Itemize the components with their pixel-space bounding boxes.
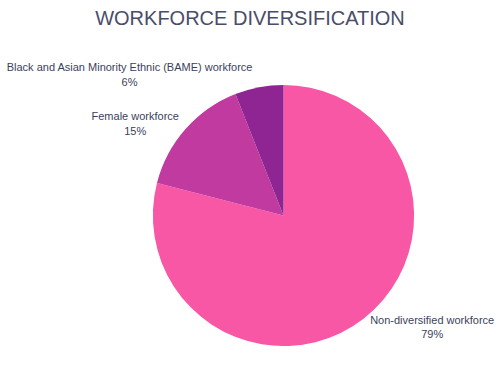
svg-text:WORKFORCE DIVERSIFICATION: WORKFORCE DIVERSIFICATION [95,7,405,29]
svg-text:Black and Asian Minority Ethni: Black and Asian Minority Ethnic (BAME) w… [7,61,253,87]
svg-text:Non-diversified workforce79%: Non-diversified workforce79% [370,314,494,340]
svg-text:Female workforce15%: Female workforce15% [92,110,179,136]
